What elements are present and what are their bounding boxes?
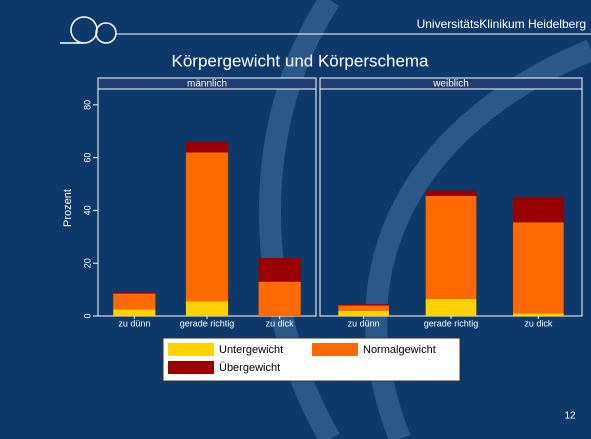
bar-segment bbox=[338, 310, 389, 316]
legend-label: Übergewicht bbox=[219, 362, 280, 374]
y-tick-label: 80 bbox=[82, 100, 92, 110]
x-tick-label: zu dünn bbox=[118, 318, 150, 328]
chart-title: Körpergewicht und Körperschema bbox=[171, 51, 429, 70]
bar-segment bbox=[185, 301, 229, 316]
institution: UniversitätsKlinikum Heidelberg bbox=[417, 17, 586, 31]
bar-segment bbox=[113, 293, 156, 310]
bar-segment bbox=[425, 298, 477, 316]
x-tick-label: gerade richtig bbox=[180, 318, 235, 328]
legend-swatch bbox=[168, 343, 214, 356]
panel-title: männlich bbox=[187, 79, 227, 90]
bar-segment bbox=[185, 152, 229, 302]
legend-label: Normalgewicht bbox=[363, 344, 436, 356]
bar-segment bbox=[338, 304, 389, 306]
x-tick-label: zu dick bbox=[524, 318, 553, 328]
y-tick-label: 40 bbox=[82, 205, 92, 215]
bar-segment bbox=[513, 313, 564, 316]
logo-circle bbox=[95, 22, 117, 44]
bar-segment bbox=[425, 195, 477, 299]
y-tick-label: 20 bbox=[82, 258, 92, 268]
x-tick-label: zu dick bbox=[266, 318, 295, 328]
legend-label: Untergewicht bbox=[219, 344, 283, 356]
bar-segment bbox=[185, 141, 229, 153]
x-tick-label: gerade richtig bbox=[424, 318, 479, 328]
bar-segment bbox=[113, 309, 156, 316]
y-axis-label: Prozent bbox=[62, 189, 74, 227]
legend-swatch bbox=[168, 361, 214, 374]
bar-segment bbox=[425, 190, 477, 196]
bar-segment bbox=[513, 222, 564, 314]
logo bbox=[60, 16, 117, 44]
panel-title: weiblich bbox=[432, 79, 469, 90]
bar-segment bbox=[338, 305, 389, 311]
legend-swatch bbox=[312, 343, 358, 356]
bar-segment bbox=[513, 197, 564, 223]
x-tick-label: zu dünn bbox=[348, 318, 380, 328]
bar-segment bbox=[258, 281, 301, 316]
bar-segment bbox=[113, 292, 156, 294]
page-number: 12 bbox=[564, 411, 576, 422]
y-tick-label: 60 bbox=[82, 153, 92, 163]
bar-segment bbox=[258, 257, 301, 282]
y-tick-label: 0 bbox=[82, 313, 92, 318]
